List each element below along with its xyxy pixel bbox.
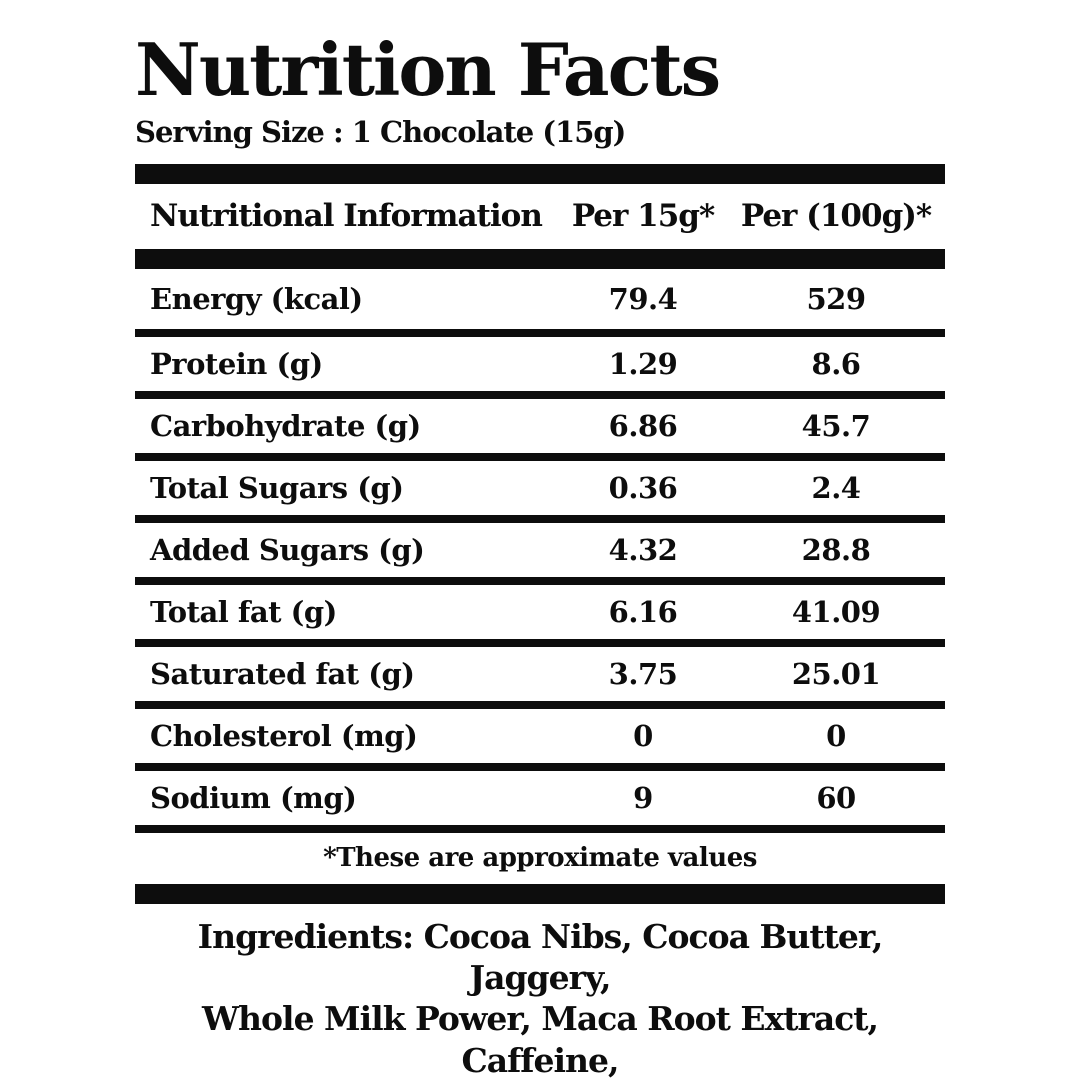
per-100g-value: 8.6 — [811, 346, 861, 381]
per-15g-value: 9 — [633, 780, 653, 815]
table-row-sodium: Sodium (mg) 9 60 — [135, 771, 945, 825]
column-header-per-15g: Per 15g* — [571, 198, 715, 235]
column-header-per-100g: Per (100g)* — [740, 198, 932, 235]
per-15g-value: 79.4 — [608, 281, 678, 316]
row-divider — [135, 452, 945, 461]
table-row-added-sugars: Added Sugars (g) 4.32 28.8 — [135, 523, 945, 577]
per-15g-value: 0.36 — [608, 470, 678, 505]
nutrient-name: Energy (kcal) — [150, 281, 363, 316]
column-header-nutritional-information: Nutritional Information — [150, 198, 543, 235]
table-row-energy: Energy (kcal) 79.4 529 — [135, 269, 945, 329]
per-100g-value: 41.09 — [791, 594, 881, 629]
approximate-values-footnote: *These are approximate values — [323, 843, 757, 874]
divider-header-bottom — [135, 248, 945, 269]
nutrient-name: Total Sugars (g) — [150, 470, 404, 505]
nutrient-name: Total fat (g) — [150, 594, 337, 629]
nutrient-name: Added Sugars (g) — [150, 532, 425, 567]
nutrient-name: Protein (g) — [150, 346, 323, 381]
table-row-protein: Protein (g) 1.29 8.6 — [135, 337, 945, 391]
per-100g-value: 45.7 — [801, 408, 871, 443]
page-title: Nutrition Facts — [135, 27, 721, 112]
per-15g-value: 3.75 — [608, 656, 678, 691]
divider-top — [135, 163, 945, 184]
divider-ingredients-top — [135, 883, 945, 904]
ingredients-text: Ingredients: Cocoa Nibs, Cocoa Butter, J… — [197, 916, 884, 1080]
row-divider — [135, 514, 945, 523]
per-15g-value: 6.16 — [608, 594, 678, 629]
nutrient-name: Sodium (mg) — [150, 780, 357, 815]
row-divider — [135, 390, 945, 399]
row-divider — [135, 762, 945, 771]
per-100g-value: 25.01 — [791, 656, 881, 691]
per-15g-value: 4.32 — [608, 532, 678, 567]
row-divider — [135, 576, 945, 585]
table-header-row: Nutritional Information Per 15g* Per (10… — [135, 184, 945, 249]
row-divider — [135, 638, 945, 647]
nutrient-name: Carbohydrate (g) — [150, 408, 421, 443]
per-15g-value: 1.29 — [608, 346, 678, 381]
nutrient-name: Saturated fat (g) — [150, 656, 415, 691]
per-15g-value: 6.86 — [608, 408, 678, 443]
per-100g-value: 2.4 — [811, 470, 861, 505]
table-row-carbohydrate: Carbohydrate (g) 6.86 45.7 — [135, 399, 945, 453]
table-row-cholesterol: Cholesterol (mg) 0 0 — [135, 709, 945, 763]
table-row-total-sugars: Total Sugars (g) 0.36 2.4 — [135, 461, 945, 515]
row-divider — [135, 328, 945, 337]
per-100g-value: 28.8 — [801, 532, 871, 567]
per-100g-value: 60 — [816, 780, 856, 815]
row-divider — [135, 700, 945, 709]
per-100g-value: 0 — [826, 718, 846, 753]
table-row-total-fat: Total fat (g) 6.16 41.09 — [135, 585, 945, 639]
per-15g-value: 0 — [633, 718, 653, 753]
serving-size: Serving Size : 1 Chocolate (15g) — [135, 115, 626, 149]
row-divider — [135, 824, 945, 833]
nutrition-label: Nutrition Facts Serving Size : 1 Chocola… — [135, 34, 945, 1080]
table-row-saturated-fat: Saturated fat (g) 3.75 25.01 — [135, 647, 945, 701]
per-100g-value: 529 — [806, 281, 866, 316]
nutrient-name: Cholesterol (mg) — [150, 718, 418, 753]
